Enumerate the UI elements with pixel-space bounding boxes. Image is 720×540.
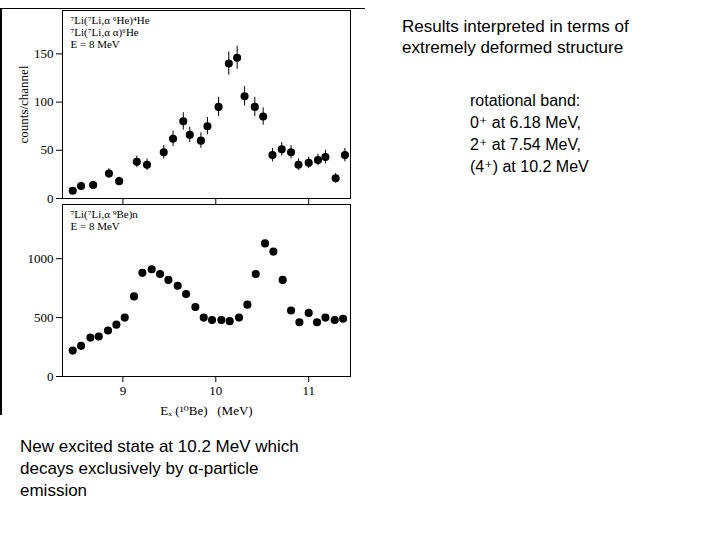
svg-text:150: 150 [34,46,54,61]
html-text:(4⁺) at 10.2 MeV: (4⁺) at 10.2 MeV [470,158,589,175]
svg-text:10: 10 [209,383,222,398]
svg-text:500: 500 [34,310,54,325]
html-text:decays exclusively by α-partic: decays exclusively by α-particle [20,459,259,478]
html-text:emission: emission [20,481,88,500]
svg-text:1000: 1000 [28,251,54,266]
svg-text:50: 50 [41,142,54,157]
svg-text:⁷Li(⁷Li,α ⁹Be)nE = 8 MeV: ⁷Li(⁷Li,α ⁹Be)nE = 8 MeV [71,208,139,232]
html-text:rotational band:: rotational band: [470,92,581,109]
svg-text:counts/channel: counts/channel [16,65,31,143]
svg-text:Eₓ (¹⁰Be) (MeV): Eₓ (¹⁰Be) (MeV) [160,403,252,418]
svg-text:0: 0 [47,191,54,206]
svg-text:9: 9 [120,383,127,398]
svg-text:⁷Li(⁷Li,α ⁶He)⁴He⁷Li(⁷Li,α α)⁶: ⁷Li(⁷Li,α ⁶He)⁴He⁷Li(⁷Li,α α)⁶HeE = 8 Me… [71,14,150,50]
html-text:New excited state at 10.2 MeV: New excited state at 10.2 MeV which [20,437,299,456]
svg-text:100: 100 [34,94,54,109]
svg-text:11: 11 [302,383,315,398]
html-text:extremely deformed structure: extremely deformed structure [402,38,624,57]
html-text:0⁺ at 6.18 MeV,: 0⁺ at 6.18 MeV, [470,114,581,131]
svg-text:0: 0 [47,369,54,384]
html-text:Results interpreted in terms o: Results interpreted in terms of [402,17,629,36]
html-text:2⁺ at 7.54 MeV,: 2⁺ at 7.54 MeV, [470,136,581,153]
